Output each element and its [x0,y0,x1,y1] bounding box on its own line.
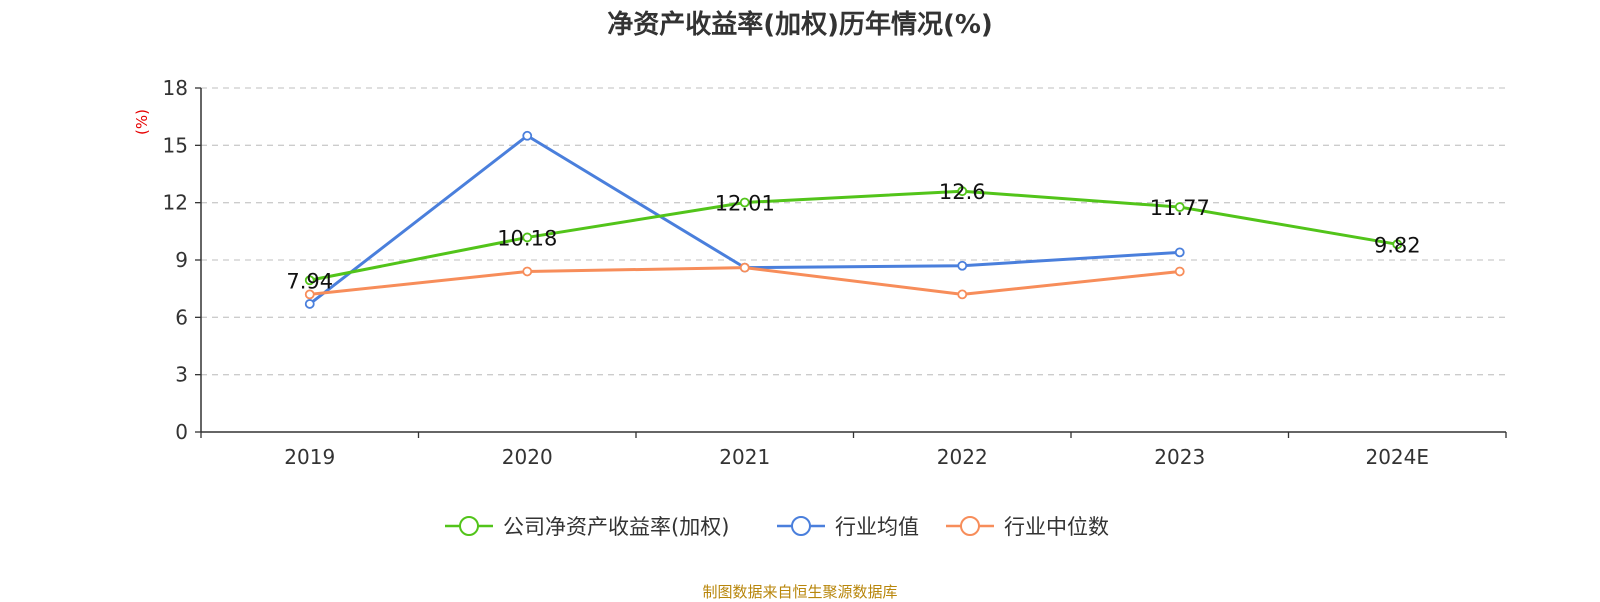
legend: 公司净资产收益率(加权) 行业均值 行业中位数 [445,515,1109,539]
series-line [308,134,1180,306]
y-tick-label: 15 [163,133,188,157]
data-label: 10.18 [497,226,557,250]
x-tick-label: 2024E [1365,445,1429,469]
gridlines [201,87,1506,376]
series-lines [304,130,1403,309]
legend-label: 公司净资产收益率(加权) [503,515,729,539]
chart-title: 净资产收益率(加权)历年情况(%) [607,10,993,40]
x-tick-label: 2019 [284,445,335,469]
data-point [957,260,968,271]
data-point [739,197,750,208]
legend-label: 行业均值 [835,515,919,539]
legend-marker [960,516,980,536]
y-axis-unit: (%) [133,109,151,135]
y-tick-label: 3 [175,363,188,387]
legend-item: 公司净资产收益率(加权) [445,515,729,539]
x-tick-label: 2020 [502,445,553,469]
y-tick-label: 6 [175,305,188,329]
legend-label: 行业中位数 [1004,515,1109,539]
data-labels: 7.94 10.18 12.01 12.6 11.77 9.82 [286,180,1420,293]
axes: 0 3 6 9 12 15 18 2019 2020 2021 2022 2023 2024E (%) [133,76,1507,469]
legend-marker [791,516,811,536]
data-point [1174,266,1185,277]
legend-marker [459,516,479,536]
source-note: 制图数据来自恒生聚源数据库 [702,583,898,601]
legend-item: 行业均值 [777,515,919,539]
data-point [1174,202,1185,212]
data-point [957,289,968,300]
series-line [309,189,1398,282]
legend-item: 行业中位数 [946,515,1109,539]
y-tick-label: 18 [163,76,188,100]
x-tick-label: 2023 [1154,445,1205,469]
x-tick-label: 2022 [937,445,988,469]
data-point [1174,247,1185,258]
data-point [304,275,315,286]
data-label: 11.77 [1150,196,1210,220]
y-tick-label: 12 [163,191,188,215]
data-label: 12.01 [715,191,775,215]
data-point [522,130,533,141]
y-tick-label: 0 [175,420,188,444]
data-point [522,232,533,243]
data-point [957,186,968,197]
data-point [522,266,533,277]
y-tick-label: 9 [175,248,188,272]
data-point [304,299,315,309]
data-point [1392,239,1403,250]
data-label: 12.6 [939,180,986,204]
data-point [304,289,315,300]
data-point [739,262,750,273]
data-label: 7.94 [286,269,333,293]
data-label: 9.82 [1374,233,1421,257]
x-tick-label: 2021 [719,445,770,469]
